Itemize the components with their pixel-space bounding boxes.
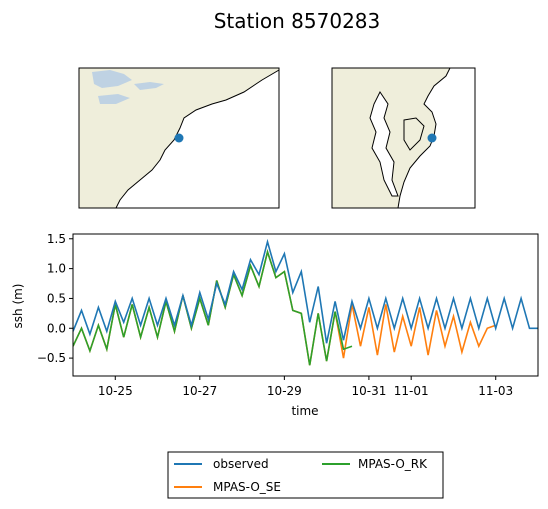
legend-label-observed: observed — [213, 457, 269, 471]
y-axis-label: ssh (m) — [11, 284, 25, 329]
zoom-bay — [369, 91, 399, 197]
zoom-peninsula — [403, 117, 425, 151]
x-tick-label: 10-29 — [267, 384, 302, 398]
legend: observed MPAS-O_SE MPAS-O_RK — [167, 451, 444, 499]
x-tick-label: 10-31 — [351, 384, 386, 398]
zoom-map — [331, 67, 476, 209]
series-line-mpas-o-se — [73, 248, 496, 366]
y-tick-label: 0.0 — [47, 321, 66, 335]
overview-map — [78, 67, 280, 209]
x-tick-label: 10-27 — [182, 384, 217, 398]
chart-title: Station 8570283 — [214, 9, 381, 33]
y-tick-label: 1.5 — [47, 232, 66, 246]
x-axis-label: time — [291, 404, 318, 418]
overview-lake-1 — [92, 70, 132, 88]
station-marker-zoom — [427, 133, 437, 143]
x-tick-label: 10-25 — [98, 384, 133, 398]
x-tick-label: 11-01 — [394, 384, 429, 398]
legend-box — [167, 451, 444, 499]
timeseries-axes: −0.5 0.0 0.5 1.0 1.5 10-25 10-27 10-29 10-31 11-0… — [37, 232, 539, 398]
plot-frame — [72, 233, 539, 377]
y-tick-label: 1.0 — [47, 262, 66, 276]
y-tick-label: 0.5 — [47, 291, 66, 305]
overview-lake-3 — [134, 82, 164, 90]
x-tick-label: 11-03 — [478, 384, 513, 398]
y-tick-label: −0.5 — [37, 351, 66, 365]
series-line-observed — [73, 238, 538, 344]
station-marker-overview — [174, 133, 184, 143]
legend-label-mpas-o-rk: MPAS-O_RK — [358, 457, 428, 471]
overview-lake-2 — [98, 94, 130, 104]
legend-label-mpas-o-se: MPAS-O_SE — [213, 480, 281, 494]
series-line-mpas-o-rk — [73, 248, 353, 366]
